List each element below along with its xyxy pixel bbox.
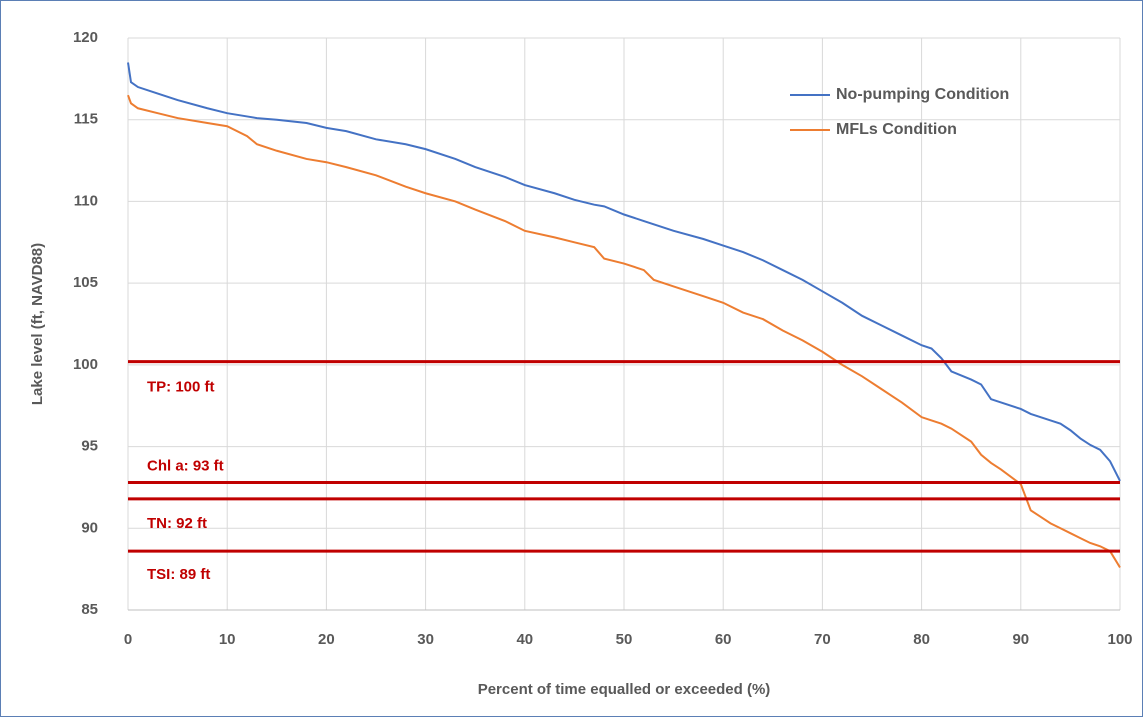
- x-tick-label: 0: [124, 631, 132, 648]
- x-tick-label: 40: [516, 631, 533, 648]
- legend-label: MFLs Condition: [836, 121, 957, 138]
- x-axis-title: Percent of time equalled or exceeded (%): [478, 681, 771, 698]
- x-tick-label: 30: [417, 631, 434, 648]
- x-tick-label: 100: [1107, 631, 1132, 648]
- y-tick-label: 85: [81, 601, 98, 618]
- reference-label: Chl a: 93 ft: [147, 457, 224, 474]
- x-tick-label: 70: [814, 631, 831, 648]
- x-tick-label: 60: [715, 631, 732, 648]
- data-line: [127, 94, 1121, 569]
- y-tick-label: 100: [73, 356, 98, 373]
- y-tick-label: 110: [74, 192, 98, 209]
- reference-label: TP: 100 ft: [147, 379, 215, 396]
- x-tick-label: 20: [318, 631, 335, 648]
- y-tick-label: 105: [73, 274, 98, 291]
- reference-label: TN: 92 ft: [147, 515, 207, 532]
- x-tick-label: 10: [219, 631, 236, 648]
- y-tick-label: 115: [74, 111, 98, 128]
- legend-label: No-pumping Condition: [836, 86, 1009, 103]
- y-tick-label: 120: [73, 29, 98, 46]
- y-tick-label: 95: [81, 438, 98, 455]
- y-tick-label: 90: [81, 519, 98, 536]
- x-tick-label: 80: [913, 631, 930, 648]
- x-tick-label: 90: [1012, 631, 1029, 648]
- reference-label: TSI: 89 ft: [147, 566, 210, 583]
- y-axis-title: Lake level (ft, NAVD88): [29, 243, 46, 405]
- x-tick-label: 50: [616, 631, 633, 648]
- data-line: [127, 62, 1121, 482]
